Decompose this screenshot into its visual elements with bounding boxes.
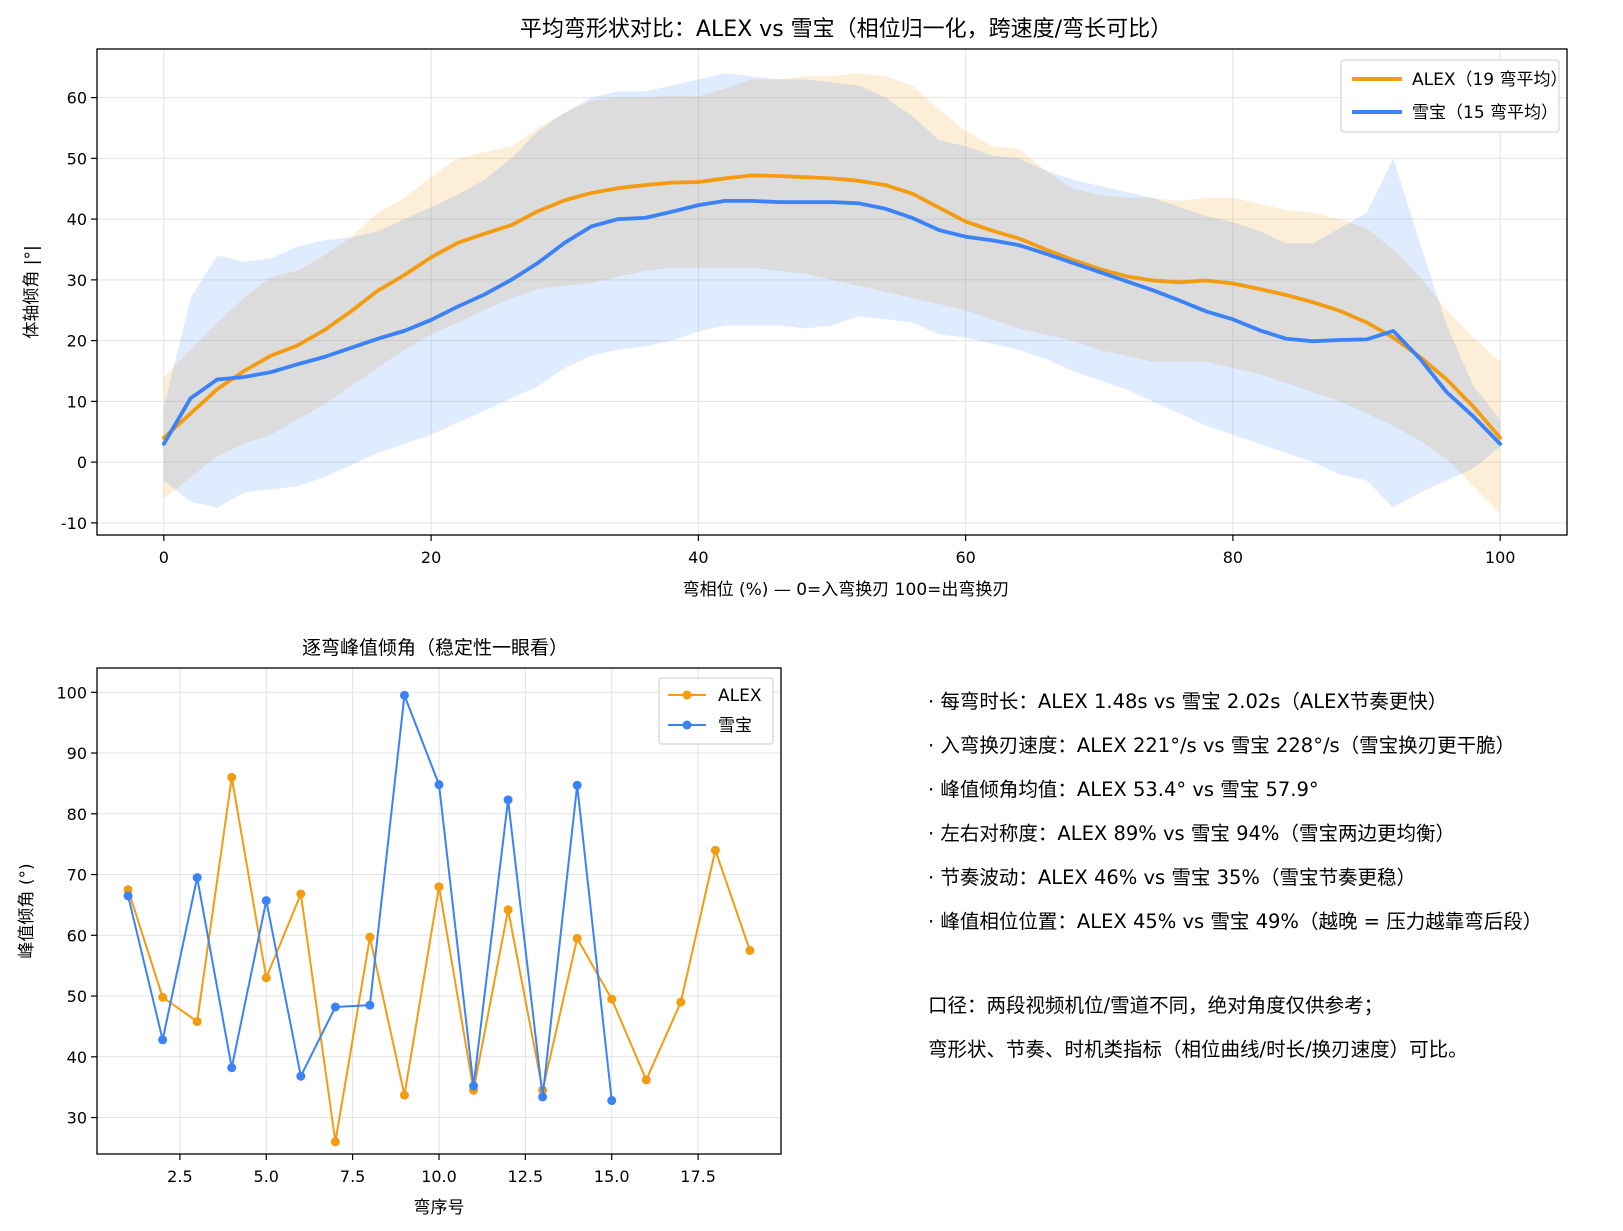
top-legend-label-xuebao: 雪宝（15 弯平均） xyxy=(1412,103,1558,123)
top-x-tick-label: 40 xyxy=(688,548,708,567)
xuebao-peak-point xyxy=(538,1092,548,1102)
top-x-tick-label: 100 xyxy=(1485,548,1516,567)
bottom-x-axis-title: 弯序号 xyxy=(414,1198,465,1218)
bottom-x-tick-label: 12.5 xyxy=(508,1167,544,1186)
summary-notes: · 每弯时长：ALEX 1.48s vs 雪宝 2.02s（ALEX节奏更快） … xyxy=(928,690,1542,1061)
phase-curve-chart: 平均弯形状对比：ALEX vs 雪宝（相位归一化，跨速度/弯长可比） 0 20 40… xyxy=(22,17,1568,600)
alex-peak-point xyxy=(158,992,168,1002)
alex-std-band xyxy=(163,73,1501,514)
xuebao-peak-point xyxy=(261,896,271,906)
bottom-series-lines xyxy=(123,690,755,1147)
bottom-y-tick-label: 70 xyxy=(67,866,87,885)
bottom-x-tick-label: 7.5 xyxy=(340,1167,365,1186)
top-x-tick-label: 20 xyxy=(421,548,441,567)
bottom-y-axis-title: 峰值倾角 (°) xyxy=(17,863,37,958)
alex-peak-point xyxy=(641,1075,651,1085)
top-plot-frame xyxy=(96,48,1568,536)
peak-angle-chart: 逐弯峰值倾角（稳定性一眼看） 2.5 5.0 7.5 10.0 12.5 15.0 17.5… xyxy=(17,637,782,1218)
bottom-y-tick-label: 60 xyxy=(67,926,87,945)
xuebao-peak-point xyxy=(503,795,513,805)
bottom-chart-title: 逐弯峰值倾角（稳定性一眼看） xyxy=(302,637,568,659)
xuebao-peak-point xyxy=(192,873,202,883)
xuebao-peak-point xyxy=(365,1000,375,1010)
top-legend: ALEX（19 弯平均） 雪宝（15 弯平均） xyxy=(1340,59,1568,133)
alex-peak-point xyxy=(261,973,271,983)
alex-peak-point xyxy=(330,1137,340,1147)
xuebao-std-band xyxy=(163,73,1501,508)
top-y-tick-label: 60 xyxy=(67,89,87,108)
bottom-x-tick-label: 15.0 xyxy=(594,1167,630,1186)
alex-peak-point xyxy=(607,994,617,1004)
caveat-line: 口径：两段视频机位/雪道不同，绝对角度仅供参考； xyxy=(928,994,1383,1017)
xuebao-peak-point xyxy=(123,891,133,901)
bottom-legend: ALEX 雪宝 xyxy=(658,677,774,745)
xuebao-peak-point xyxy=(330,1002,340,1012)
alex-peak-point xyxy=(572,933,582,943)
top-y-tick-label: 10 xyxy=(67,392,87,411)
top-x-tick-label: 0 xyxy=(159,548,169,567)
top-chart-title: 平均弯形状对比：ALEX vs 雪宝（相位归一化，跨速度/弯长可比） xyxy=(520,17,1172,42)
note-line: · 每弯时长：ALEX 1.48s vs 雪宝 2.02s（ALEX节奏更快） xyxy=(928,690,1447,713)
top-x-axis-title: 弯相位 (%) — 0=入弯换刃 100=出弯换刃 xyxy=(683,580,1010,600)
alex-peak-point xyxy=(745,945,755,955)
top-series-lines xyxy=(161,173,1503,446)
bottom-y-tick-label: 50 xyxy=(67,987,87,1006)
xuebao-peak-point xyxy=(434,780,444,790)
note-line: · 峰值倾角均值：ALEX 53.4° vs 雪宝 57.9° xyxy=(928,778,1319,801)
note-line: · 左右对称度：ALEX 89% vs 雪宝 94%（雪宝两边更均衡） xyxy=(928,822,1455,845)
bottom-x-tick-label: 2.5 xyxy=(167,1167,192,1186)
xuebao-peak-point xyxy=(296,1071,306,1081)
top-y-tick-label: 20 xyxy=(67,332,87,351)
bottom-legend-marker-xuebao xyxy=(682,720,692,730)
alex-peak-point xyxy=(710,845,720,855)
xuebao-mean-line xyxy=(161,198,1503,446)
xuebao-peak-point xyxy=(227,1063,237,1073)
top-x-tick-label: 60 xyxy=(955,548,975,567)
top-std-bands xyxy=(163,73,1501,514)
top-x-tick-label: 80 xyxy=(1223,548,1243,567)
bottom-y-tick-label: 80 xyxy=(67,805,87,824)
alex-peak-point xyxy=(296,889,306,899)
alex-peak-point xyxy=(399,1090,409,1100)
bottom-x-tick-label: 10.0 xyxy=(421,1167,457,1186)
note-line: · 节奏波动：ALEX 46% vs 雪宝 35%（雪宝节奏更稳） xyxy=(928,866,1416,889)
top-legend-label-alex: ALEX（19 弯平均） xyxy=(1412,70,1568,90)
alex-mean-line xyxy=(161,173,1503,440)
bottom-axis-ticks: 2.5 5.0 7.5 10.0 12.5 15.0 17.5 30 40 50 60 70 80 90 1… xyxy=(56,683,715,1186)
top-y-tick-label: 30 xyxy=(67,271,87,290)
top-axis-ticks: 0 20 40 60 80 100 -10 0 10 20 30 40 50 60 xyxy=(61,89,1516,567)
note-line: · 峰值相位位置：ALEX 45% vs 雪宝 49%（越晚 = 压力越靠弯后段… xyxy=(928,910,1542,933)
xuebao-peak-point xyxy=(399,690,409,700)
top-y-tick-label: -10 xyxy=(61,514,87,533)
bottom-y-tick-label: 100 xyxy=(56,683,87,702)
top-y-tick-label: 0 xyxy=(77,453,87,472)
bottom-y-tick-label: 40 xyxy=(67,1048,87,1067)
alex-peak-point xyxy=(434,882,444,892)
bottom-x-tick-label: 5.0 xyxy=(254,1167,279,1186)
xuebao-peak-line xyxy=(127,694,613,1101)
top-y-tick-label: 40 xyxy=(67,210,87,229)
alex-peak-point xyxy=(192,1017,202,1027)
bottom-legend-label-xuebao: 雪宝 xyxy=(718,716,752,736)
top-y-axis-title: 体轴倾角 |°| xyxy=(22,245,42,338)
alex-peak-point xyxy=(227,772,237,782)
bottom-y-tick-label: 30 xyxy=(67,1109,87,1128)
alex-peak-point xyxy=(365,932,375,942)
xuebao-peak-point xyxy=(572,780,582,790)
note-line: · 入弯换刃速度：ALEX 221°/s vs 雪宝 228°/s（雪宝换刃更干… xyxy=(928,734,1515,757)
xuebao-peak-point xyxy=(607,1096,617,1106)
bottom-x-tick-label: 17.5 xyxy=(680,1167,716,1186)
xuebao-peak-point xyxy=(469,1081,479,1091)
xuebao-peak-point xyxy=(158,1035,168,1045)
bottom-legend-marker-alex xyxy=(682,690,692,700)
bottom-legend-label-alex: ALEX xyxy=(718,686,762,706)
caveat-line: 弯形状、节奏、时机类指标（相位曲线/时长/换刃速度）可比。 xyxy=(928,1038,1468,1061)
alex-peak-point xyxy=(676,997,686,1007)
alex-peak-point xyxy=(503,905,513,915)
bottom-y-tick-label: 90 xyxy=(67,744,87,763)
top-y-tick-label: 50 xyxy=(67,149,87,168)
